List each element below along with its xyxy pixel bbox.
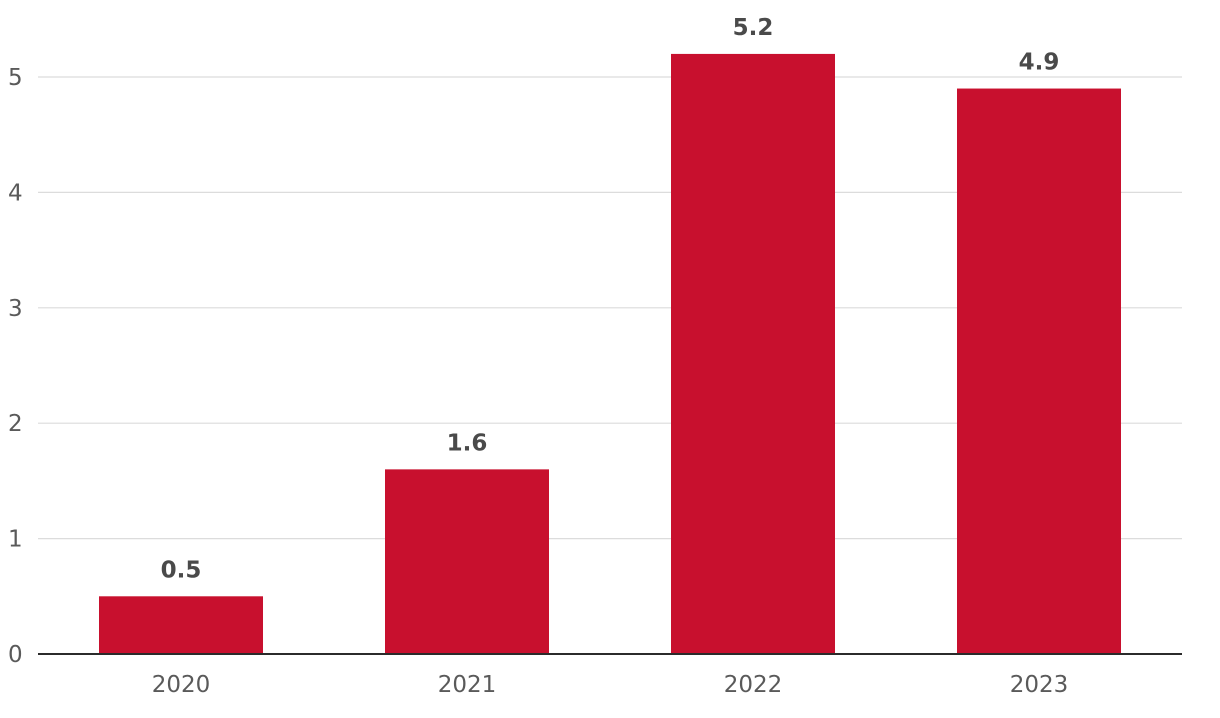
x-tick-label-2023: 2023: [1010, 672, 1069, 698]
y-tick-label: 4: [8, 180, 23, 206]
x-tick-label-2022: 2022: [724, 672, 783, 698]
y-tick-label: 3: [8, 296, 23, 322]
y-axis-tick-labels: 0 1 2 3 4 5: [8, 65, 23, 668]
data-label-2021: 1.6: [447, 430, 488, 456]
x-axis-tick-labels: 2020 2021 2022 2023: [152, 672, 1069, 698]
bars: [99, 53, 1121, 655]
bar-2023: [957, 88, 1121, 655]
bar-2022: [671, 53, 835, 655]
bar-value-labels: 0.5 1.6 5.2 4.9: [161, 15, 1060, 583]
y-tick-label: 1: [8, 527, 23, 553]
y-tick-label: 5: [8, 65, 23, 91]
bar-2021: [385, 469, 549, 654]
data-label-2023: 4.9: [1019, 50, 1060, 76]
data-label-2020: 0.5: [161, 557, 202, 583]
y-tick-label: 0: [8, 642, 23, 668]
y-tick-label: 2: [8, 411, 23, 437]
x-tick-label-2021: 2021: [438, 672, 497, 698]
x-tick-label-2020: 2020: [152, 672, 211, 698]
data-label-2022: 5.2: [733, 15, 774, 41]
bar-2020: [99, 596, 263, 654]
